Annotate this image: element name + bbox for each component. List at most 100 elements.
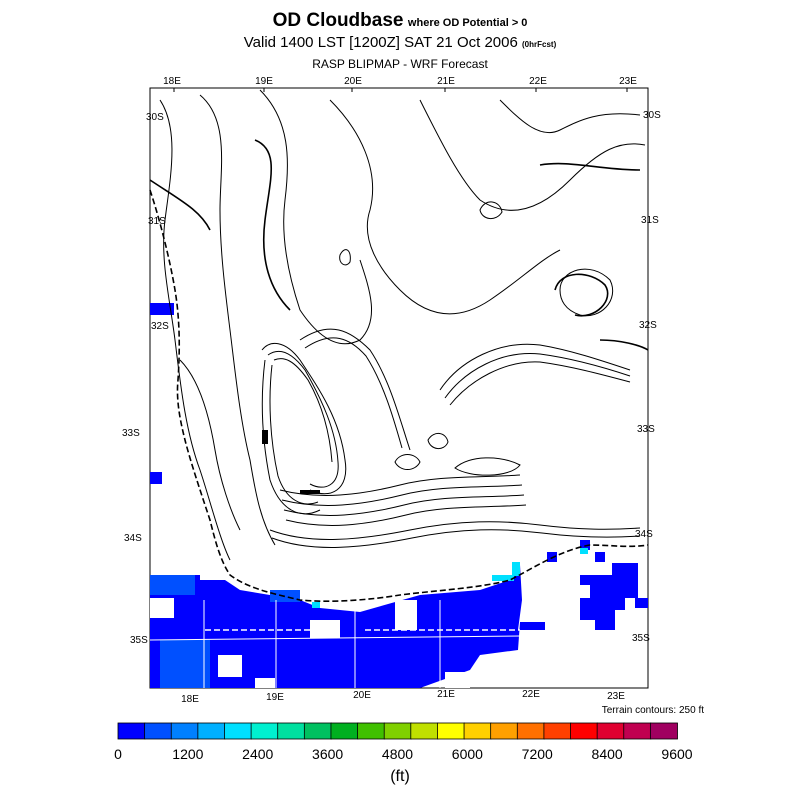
- fill-patch: [580, 563, 648, 630]
- colorbar-swatch: [144, 722, 173, 740]
- fill-patch: [580, 540, 590, 550]
- colorbar-swatch: [623, 722, 652, 740]
- lon-labels-top: 18E 19E 20E 21E 22E 23E: [163, 76, 637, 87]
- fill-patch: [312, 602, 320, 608]
- fill-patch: [492, 575, 514, 581]
- contour-line: [394, 454, 421, 470]
- colorbar-swatch: [224, 722, 252, 740]
- colorbar-tick-label: 6000: [451, 746, 483, 762]
- colorbar-tick-label: 4800: [381, 746, 414, 762]
- contour-line: [179, 359, 241, 531]
- contour-line: [283, 494, 525, 516]
- lon-label-bottom: 18E: [181, 694, 199, 705]
- colorbar-tick-label: 8400: [591, 746, 623, 762]
- frame-ticks: [173, 88, 628, 92]
- lat-label-left: 30S: [146, 112, 164, 123]
- colorbar-swatch: [516, 722, 545, 740]
- colorbar-swatch: [596, 722, 625, 740]
- contour-line: [273, 358, 333, 463]
- contour-line: [259, 89, 373, 345]
- lat-label-right: 31S: [641, 215, 659, 226]
- contour-line: [449, 361, 631, 406]
- fill-patch: [150, 575, 195, 595]
- colorbar-swatch: [649, 722, 678, 740]
- contour-line: [271, 529, 641, 548]
- fill-gap: [150, 598, 174, 618]
- contour-line: [269, 521, 641, 540]
- contour-line: [439, 343, 631, 391]
- fill-gap: [395, 600, 417, 630]
- colorbar-units: (ft): [390, 768, 410, 785]
- fill-gap: [218, 655, 242, 677]
- contour-line-bold: [554, 273, 609, 317]
- fill-patch: [595, 552, 605, 562]
- valid-time-text: Valid 1400 LST [1200Z] SAT 21 Oct 2006: [243, 34, 518, 51]
- colorbar-swatch: [357, 722, 386, 740]
- lat-label-left: 31S: [148, 216, 166, 227]
- fill-patch: [150, 472, 162, 484]
- contour-line-bold: [539, 162, 641, 171]
- lat-label-right: 34S: [635, 529, 653, 540]
- lat-labels-left: 30S 31S 32S 33S 34S 35S: [122, 112, 169, 646]
- terrain-contours-bold: [149, 139, 649, 351]
- model-line: RASP BLIPMAP - WRF Forecast: [312, 57, 488, 71]
- contour-line: [479, 201, 503, 219]
- fill-gap: [445, 672, 470, 688]
- contour-mark: [300, 490, 320, 494]
- lat-label-right: 32S: [639, 320, 657, 331]
- cloudbase-fill: [150, 303, 648, 688]
- lat-label-right: 35S: [632, 633, 650, 644]
- forecast-hour-note: (0hrFcst): [522, 40, 557, 49]
- contour-line: [339, 249, 351, 266]
- graticule-line: [149, 635, 521, 641]
- fill-patch: [580, 548, 588, 554]
- colorbar-tick-label: 2400: [242, 746, 274, 762]
- lat-label-left: 33S: [122, 428, 140, 439]
- colorbar-tick-label: 3600: [312, 746, 344, 762]
- contour-line: [454, 457, 521, 476]
- lon-label-bottom: 21E: [437, 689, 455, 700]
- colorbar-swatch: [410, 722, 439, 740]
- contour-line: [419, 99, 646, 211]
- colorbar-swatch: [490, 722, 519, 740]
- contour-mark: [262, 430, 268, 444]
- fill-gap: [255, 678, 275, 688]
- contour-line: [304, 337, 403, 449]
- colorbar-swatch: [117, 722, 146, 740]
- colorbar-swatch: [197, 722, 226, 740]
- contour-line: [285, 504, 527, 526]
- lat-label-right: 33S: [637, 424, 655, 435]
- mountain-contours: [261, 201, 641, 548]
- contour-line-bold: [254, 139, 291, 311]
- valid-time-line: Valid 1400 LST [1200Z] SAT 21 Oct 2006 (…: [0, 34, 800, 51]
- lat-label-left: 34S: [124, 533, 142, 544]
- lon-label-bottom: 20E: [353, 690, 371, 701]
- colorbar-tick-label: 1200: [172, 746, 204, 762]
- colorbar-swatch: [570, 722, 599, 740]
- contour-line: [261, 342, 347, 495]
- contour-line: [427, 433, 449, 449]
- contour-line-bold: [149, 179, 211, 231]
- fill-patch: [512, 562, 520, 576]
- fill-patch: [150, 565, 545, 688]
- contour-line: [299, 328, 411, 451]
- lon-label-top: 18E: [163, 76, 181, 87]
- lat-label-left: 32S: [151, 321, 169, 332]
- colorbar-swatch: [277, 722, 306, 740]
- fill-gap: [310, 620, 340, 638]
- lon-label-bottom: 19E: [266, 692, 284, 703]
- coastline: [149, 189, 649, 631]
- lat-labels-right: 30S 31S 32S 33S 34S 35S: [632, 110, 661, 644]
- colorbar: [117, 722, 678, 740]
- contour-line: [279, 474, 521, 496]
- colorbar-swatch: [303, 722, 332, 740]
- lon-labels-bottom: 18E 19E 20E 21E 22E 23E: [181, 689, 625, 705]
- lon-label-top: 22E: [529, 76, 547, 87]
- lon-label-top: 21E: [437, 76, 455, 87]
- title-main: OD Cloudbase: [272, 10, 404, 31]
- colorbar-swatch: [543, 722, 572, 740]
- coastline-path: [149, 189, 649, 602]
- contour-line: [267, 350, 339, 488]
- lat-label-right: 30S: [643, 110, 661, 121]
